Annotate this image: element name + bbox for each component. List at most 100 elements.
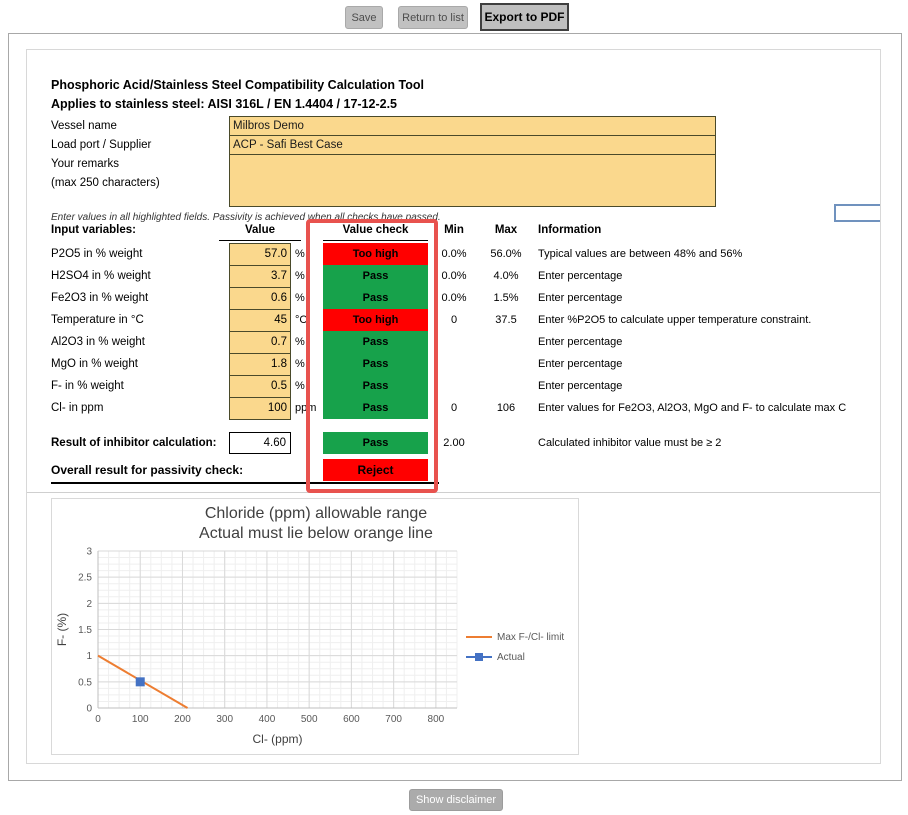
svg-text:2: 2: [86, 599, 92, 610]
col-header-value-check: Value check: [323, 224, 428, 241]
row-unit: ppm: [295, 402, 317, 414]
row-label: H2SO4 in % weight: [51, 270, 151, 282]
row-unit: %: [295, 358, 305, 370]
vessel-name-label: Vessel name: [51, 120, 117, 132]
chart-title: Chloride (ppm) allowable range Actual mu…: [52, 504, 580, 544]
input-rows: P2O5 in % weight 57.0 % Too high 0.0% 56…: [27, 243, 880, 420]
chart-title-line1: Chloride (ppm) allowable range: [204, 505, 428, 522]
row-label: MgO in % weight: [51, 358, 138, 370]
svg-text:2.5: 2.5: [78, 573, 92, 584]
tool-content: Phosphoric Acid/Stainless Steel Compatib…: [26, 49, 881, 764]
svg-text:3: 3: [86, 547, 92, 558]
col-header-value: Value: [219, 224, 301, 241]
row-unit: %: [295, 292, 305, 304]
instruction-hint: Enter values in all highlighted fields. …: [51, 212, 441, 223]
table-row: Temperature in °C 45 °C Too high 0 37.5 …: [27, 309, 880, 332]
col-header-min: Min: [444, 224, 464, 236]
table-row: F- in % weight 0.5 % Pass Enter percenta…: [27, 375, 880, 398]
inhibitor-min-value: 2.00: [443, 437, 465, 449]
svg-text:1.5: 1.5: [78, 625, 92, 636]
row-label: P2O5 in % weight: [51, 248, 143, 260]
svg-text:300: 300: [216, 714, 233, 725]
row-unit: %: [295, 248, 305, 260]
table-row: Fe2O3 in % weight 0.6 % Pass 0.0% 1.5% E…: [27, 287, 880, 310]
row-value-cell[interactable]: 57.0: [229, 243, 291, 266]
selected-cell-indicator[interactable]: [834, 204, 880, 222]
svg-text:400: 400: [259, 714, 276, 725]
row-unit: %: [295, 380, 305, 392]
row-check-badge: Pass: [323, 375, 428, 397]
inhibitor-result-value: 4.60: [229, 432, 291, 454]
inhibitor-result-row: Result of inhibitor calculation: 4.60 Pa…: [27, 432, 880, 455]
svg-text:1: 1: [86, 651, 92, 662]
svg-text:0.5: 0.5: [78, 677, 92, 688]
svg-text:500: 500: [301, 714, 318, 725]
legend-label-limit: Max F-/Cl- limit: [497, 631, 565, 643]
row-max: 106: [496, 402, 516, 414]
save-button[interactable]: Save: [345, 6, 383, 29]
row-min: 0.0%: [441, 270, 467, 282]
legend-item-actual: Actual: [466, 647, 564, 667]
vessel-name-input[interactable]: [229, 116, 716, 136]
row-value-cell[interactable]: 0.5: [229, 375, 291, 398]
row-label: Temperature in °C: [51, 314, 144, 326]
table-row: P2O5 in % weight 57.0 % Too high 0.0% 56…: [27, 243, 880, 266]
row-check-badge: Pass: [323, 331, 428, 353]
svg-text:800: 800: [428, 714, 445, 725]
chart: Chloride (ppm) allowable range Actual mu…: [51, 498, 579, 755]
row-label: Cl- in ppm: [51, 402, 104, 414]
limit-line-swatch-icon: [466, 632, 492, 642]
row-value-cell[interactable]: 1.8: [229, 353, 291, 376]
row-check-badge: Pass: [323, 265, 428, 287]
row-label: F- in % weight: [51, 380, 124, 392]
overall-result-label: Overall result for passivity check:: [51, 463, 244, 477]
col-header-information: Information: [538, 224, 602, 236]
col-header-max: Max: [494, 224, 518, 236]
row-value-cell[interactable]: 3.7: [229, 265, 291, 288]
row-max: 4.0%: [493, 270, 519, 282]
row-max: 1.5%: [493, 292, 519, 304]
svg-text:600: 600: [343, 714, 360, 725]
export-to-pdf-button[interactable]: Export to PDF: [480, 3, 569, 31]
title-line: Phosphoric Acid/Stainless Steel Compatib…: [51, 78, 424, 92]
row-value-cell[interactable]: 0.6: [229, 287, 291, 310]
overall-underline: [51, 482, 439, 484]
remarks-textarea[interactable]: [229, 154, 716, 207]
row-unit: °C: [295, 314, 308, 326]
legend-item-limit: Max F-/Cl- limit: [466, 627, 564, 647]
svg-text:F- (%): F- (%): [55, 613, 69, 646]
row-check-badge: Too high: [323, 243, 428, 265]
remarks-label: Your remarks: [51, 158, 119, 170]
svg-text:Cl- (ppm): Cl- (ppm): [253, 732, 303, 746]
row-info: Enter percentage: [538, 270, 623, 282]
section-divider: [27, 492, 880, 493]
row-min: 0: [450, 402, 458, 414]
return-to-list-button[interactable]: Return to list: [398, 6, 468, 29]
row-label: Fe2O3 in % weight: [51, 292, 149, 304]
row-min: 0.0%: [441, 248, 467, 260]
overall-result-row: Overall result for passivity check: Reje…: [27, 459, 880, 484]
tool-panel: Phosphoric Acid/Stainless Steel Compatib…: [8, 33, 902, 781]
svg-text:100: 100: [132, 714, 149, 725]
row-check-badge: Pass: [323, 397, 428, 419]
page-title: Phosphoric Acid/Stainless Steel Compatib…: [51, 76, 424, 114]
table-row: Cl- in ppm 100 ppm Pass 0 106 Enter valu…: [27, 397, 880, 420]
chart-title-line2: Actual must lie below orange line: [199, 525, 433, 542]
legend-label-actual: Actual: [497, 651, 525, 663]
actual-marker-swatch-icon: [466, 652, 492, 662]
row-value-cell[interactable]: 0.7: [229, 331, 291, 354]
inhibitor-check-badge: Pass: [323, 432, 428, 454]
row-value-cell[interactable]: 45: [229, 309, 291, 332]
row-info: Enter percentage: [538, 358, 623, 370]
svg-text:200: 200: [174, 714, 191, 725]
row-check-badge: Pass: [323, 287, 428, 309]
row-info: Enter values for Fe2O3, Al2O3, MgO and F…: [538, 402, 847, 414]
load-port-input[interactable]: [229, 135, 716, 155]
row-value-cell[interactable]: 100: [229, 397, 291, 420]
show-disclaimer-button[interactable]: Show disclaimer: [409, 789, 503, 811]
overall-check-badge: Reject: [323, 459, 428, 481]
row-unit: %: [295, 336, 305, 348]
svg-text:0: 0: [95, 714, 101, 725]
inhibitor-info: Calculated inhibitor value must be ≥ 2: [538, 437, 722, 449]
